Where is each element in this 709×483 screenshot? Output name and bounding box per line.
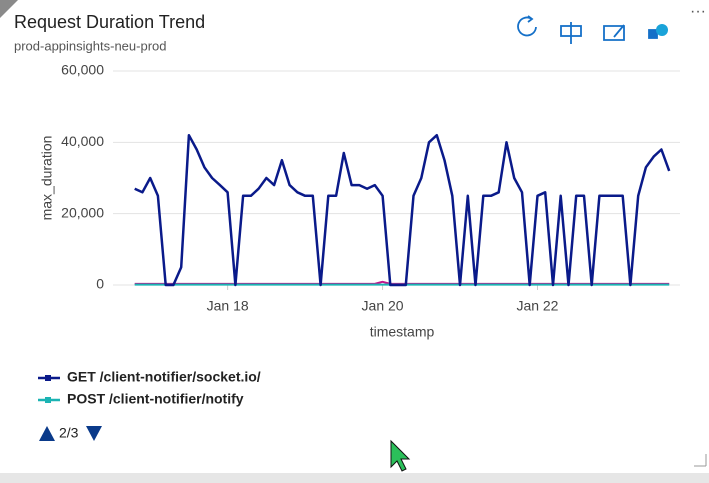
legend: GET /client-notifier/socket.io/POST /cli…	[38, 369, 261, 407]
insights-icon[interactable]	[648, 29, 658, 39]
legend-marker	[45, 397, 51, 403]
y-tick-label: 20,000	[61, 204, 104, 220]
series-line	[134, 133, 671, 287]
more-menu[interactable]: ···	[690, 3, 706, 20]
resize-handle[interactable]	[694, 454, 707, 467]
edit-icon[interactable]	[603, 24, 625, 41]
legend-prev[interactable]	[39, 426, 55, 441]
filter-corner	[0, 0, 18, 18]
legend-marker	[45, 375, 51, 381]
y-tick-label: 0	[96, 276, 104, 292]
bottom-bar	[0, 473, 709, 483]
insights-badge[interactable]	[656, 24, 668, 36]
refresh-arrow[interactable]	[527, 15, 534, 23]
refresh-icon[interactable]	[517, 16, 537, 37]
legend-next[interactable]	[86, 426, 102, 441]
y-tick-label: 60,000	[61, 62, 104, 78]
y-tick-label: 40,000	[61, 133, 104, 149]
legend-label: GET /client-notifier/socket.io/	[67, 369, 261, 385]
x-tick-label: Jan 20	[362, 298, 404, 314]
legend-label: POST /client-notifier/notify	[67, 391, 244, 407]
cursor	[390, 439, 411, 472]
x-axis-label: timestamp	[370, 324, 435, 340]
tile-bg	[0, 0, 709, 473]
chart-subtitle: prod-appinsights-neu-prod	[14, 38, 166, 53]
x-tick-label: Jan 18	[207, 298, 249, 314]
x-tick-label: Jan 22	[516, 298, 558, 314]
legend-page: 2/3	[59, 425, 79, 441]
toolbar[interactable]	[517, 15, 668, 44]
chart-title: Request Duration Trend	[14, 12, 205, 32]
y-axis-label: max_duration	[39, 136, 55, 221]
